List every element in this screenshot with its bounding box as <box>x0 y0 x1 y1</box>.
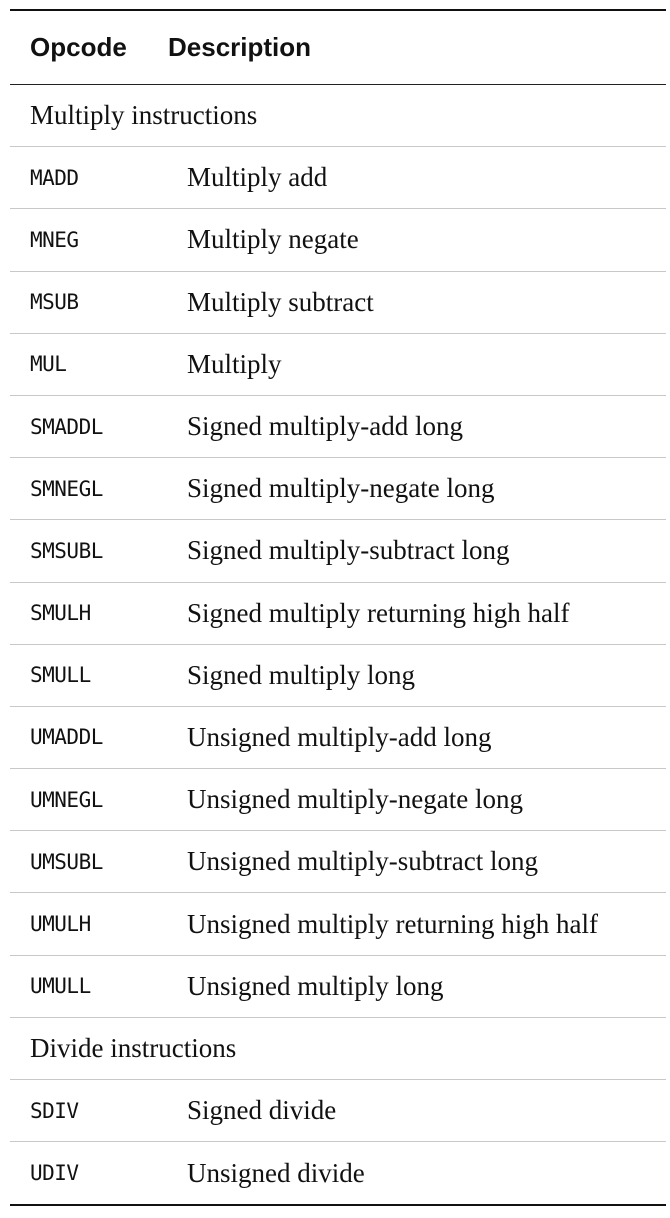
opcode-cell: MUL <box>30 352 67 377</box>
table-row: MUL Multiply <box>10 334 666 396</box>
description-cell: Multiply negate <box>187 224 359 255</box>
description-cell: Unsigned multiply-subtract long <box>187 846 538 877</box>
opcode-cell: SMSUBL <box>30 538 103 563</box>
table-row: SMULH Signed multiply returning high half <box>10 583 666 645</box>
table-row: SMULL Signed multiply long <box>10 645 666 707</box>
table-header-row: Opcode Description <box>10 11 666 85</box>
opcode-cell: SMULL <box>30 663 91 688</box>
table-row: UMULH Unsigned multiply returning high ha… <box>10 893 666 956</box>
opcode-cell: SMADDL <box>30 414 103 439</box>
description-cell: Signed multiply-negate long <box>187 473 495 504</box>
opcode-cell: UMADDL <box>30 725 103 750</box>
description-cell: Unsigned multiply long <box>187 970 444 1001</box>
description-cell: Signed divide <box>187 1095 337 1126</box>
opcode-cell: MADD <box>30 165 79 190</box>
description-cell: Signed multiply-add long <box>187 411 463 442</box>
table-body: Multiply instructions MADD Multiply add MNE… <box>10 85 666 1204</box>
description-cell: Unsigned divide <box>187 1157 365 1188</box>
table-top-rule <box>10 9 666 11</box>
section-title: Multiply instructions <box>30 100 258 131</box>
opcode-cell: SDIV <box>30 1098 79 1123</box>
table-row: MNEG Multiply negate <box>10 209 666 272</box>
description-cell: Unsigned multiply returning high half <box>187 908 598 939</box>
description-cell: Multiply add <box>187 162 328 193</box>
description-cell: Unsigned multiply-add long <box>187 721 492 752</box>
table-row: UMNEGL Unsigned multiply-negate long <box>10 769 666 832</box>
opcode-cell: SMNEGL <box>30 476 103 501</box>
opcode-cell: MNEG <box>30 227 79 252</box>
description-cell: Signed multiply long <box>187 659 416 690</box>
table-row: UDIV Unsigned divide <box>10 1142 666 1204</box>
section-row: Multiply instructions <box>10 85 666 148</box>
opcode-cell: UMSUBL <box>30 849 103 874</box>
description-cell: Signed multiply-subtract long <box>187 535 510 566</box>
table-row: UMSUBL Unsigned multiply-subtract long <box>10 831 666 894</box>
table-row: MSUB Multiply subtract <box>10 272 666 334</box>
table-row: SMSUBL Signed multiply-subtract long <box>10 520 666 583</box>
opcode-cell: UMULH <box>30 912 91 937</box>
description-cell: Unsigned multiply-negate long <box>187 784 523 815</box>
opcode-cell: SMULH <box>30 601 91 626</box>
section-title: Divide instructions <box>30 1032 237 1063</box>
table-row: SDIV Signed divide <box>10 1080 666 1143</box>
opcode-cell: UMULL <box>30 974 91 999</box>
table-bottom-rule <box>10 1204 666 1207</box>
instruction-table: Opcode Description Multiply instructions… <box>10 9 666 1207</box>
table-row: SMADDL Signed multiply-add long <box>10 396 666 459</box>
table-row: UMULL Unsigned multiply long <box>10 956 666 1018</box>
opcode-cell: MSUB <box>30 290 79 315</box>
header-description: Description <box>168 32 312 62</box>
table-row: UMADDL Unsigned multiply-add long <box>10 707 666 770</box>
opcode-cell: UMNEGL <box>30 787 103 812</box>
description-cell: Multiply <box>187 348 282 379</box>
opcode-cell: UDIV <box>30 1161 79 1186</box>
header-opcode: Opcode <box>30 32 127 62</box>
section-row: Divide instructions <box>10 1018 666 1080</box>
description-cell: Multiply subtract <box>187 286 374 317</box>
table-row: SMNEGL Signed multiply-negate long <box>10 458 666 521</box>
description-cell: Signed multiply returning high half <box>187 597 570 628</box>
table-row: MADD Multiply add <box>10 147 666 210</box>
